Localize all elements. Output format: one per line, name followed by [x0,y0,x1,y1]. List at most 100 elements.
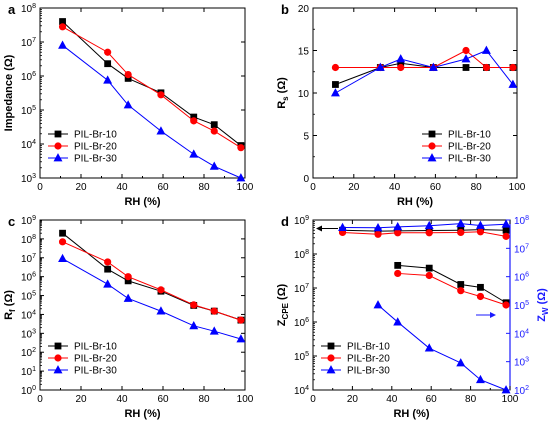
data-point [190,117,198,125]
x-tick-label: 100 [237,182,254,193]
data-point [210,127,218,135]
data-point [393,317,403,326]
y-tick-label: 104 [21,309,36,321]
legend-label: PIL-Br-30 [448,154,491,165]
legend-label: PIL-Br-30 [347,366,390,377]
legend-entry: PIL-Br-10 [321,342,390,353]
x-tick-label: 60 [157,394,169,405]
y-tick-label: 109 [21,215,36,227]
x-tick-label: 60 [157,182,169,193]
data-point [59,229,66,237]
legend-marker [54,142,62,150]
legend-marker [54,130,62,138]
data-point [374,230,382,238]
x-tick-label: 20 [347,394,359,405]
legend-label: PIL-Br-20 [347,354,390,365]
x-tick-label: 40 [389,182,401,193]
x-tick-label: 20 [75,182,87,193]
data-point [210,121,218,129]
x-tick-label: 40 [116,182,128,193]
legend-entry: PIL-Br-20 [48,142,117,153]
y-axis-label: Rf (Ω) [3,290,17,320]
y-tick-label: 109 [294,215,309,227]
y-tick-label: 105 [21,105,36,117]
y-tick-label: 103 [21,328,36,340]
data-point [477,283,484,291]
y2-tick-label: 108 [514,215,529,227]
data-point [457,287,465,295]
data-point [428,62,438,71]
data-point [502,226,510,234]
data-point [502,232,510,240]
data-point [104,60,112,68]
x-tick-label: 60 [430,182,442,193]
legend-entry: PIL-Br-20 [48,354,117,365]
y-tick-label: 107 [21,253,36,265]
legend-marker [428,142,436,150]
data-point [373,222,383,232]
legend-marker [53,365,63,374]
right-axis-arrow [476,312,496,318]
data-point [104,48,112,56]
y-tick-label: 105 [21,291,36,303]
data-point [104,265,112,273]
x-tick-label: 80 [198,394,210,405]
y-tick-label: 106 [294,317,309,329]
x-tick-label: 0 [37,394,43,405]
y2-tick-label: 102 [514,385,529,397]
plot-frame [39,7,246,179]
data-point [104,258,112,266]
legend-label: PIL-Br-10 [347,342,390,353]
data-point [190,301,198,309]
y-tick-label: 0 [303,174,309,185]
x-tick-label: 40 [386,394,398,405]
data-point [481,45,491,54]
legend-marker [327,342,335,350]
x-tick-label: 0 [310,182,316,193]
panel-b: 0 20 40 60 80 100 0 5 10 15 20 RH (%) Rs (Ω) b PIL-Br-… [276,2,526,208]
y-axis-label: Rs (Ω) [276,77,290,109]
data-point [396,54,406,63]
data-point [424,343,434,352]
data-point [237,144,245,152]
panel-label: c [8,214,15,229]
y-axis-label: Impedance (Ω) [3,54,15,131]
data-point [475,374,485,384]
panel-c: 0 20 40 60 80 100 100 101 102 103 104 105 106 107 108 1… [3,214,254,420]
data-point [210,307,218,315]
data-point [103,279,113,288]
legend-entry: PIL-Br-30 [48,365,117,377]
data-point [501,385,511,394]
y-tick-label: 20 [298,4,310,15]
data-point [509,63,517,72]
data-point [393,221,403,231]
data-point [338,222,348,231]
data-point [456,218,466,228]
y2-axis-label: ZW (Ω) [536,288,550,322]
panel-label: d [281,214,289,229]
y2-tick-label: 104 [514,328,529,340]
series-line [397,272,507,306]
legend-marker [53,153,63,162]
y-tick-label: 103 [21,173,36,185]
legend-marker [428,130,436,138]
data-point [103,75,113,84]
data-point [58,23,67,31]
data-point [209,161,219,170]
x-tick-label: 40 [116,394,128,405]
data-point [236,173,246,182]
data-point [397,63,405,72]
data-point [501,219,511,228]
legend-label: PIL-Br-10 [74,342,117,353]
data-point [237,316,245,324]
data-point [156,306,166,315]
y-tick-label: 107 [294,283,309,295]
data-point [424,220,434,230]
series-line [397,264,507,304]
panel-d: 0 20 40 60 80 100 104 105 106 107 108 109 102 103 104 1… [276,214,550,420]
panel-label: a [8,2,16,17]
y2-tick-label: 107 [514,243,529,255]
data-point [58,253,68,263]
legend-entry: PIL-Br-10 [48,342,117,353]
